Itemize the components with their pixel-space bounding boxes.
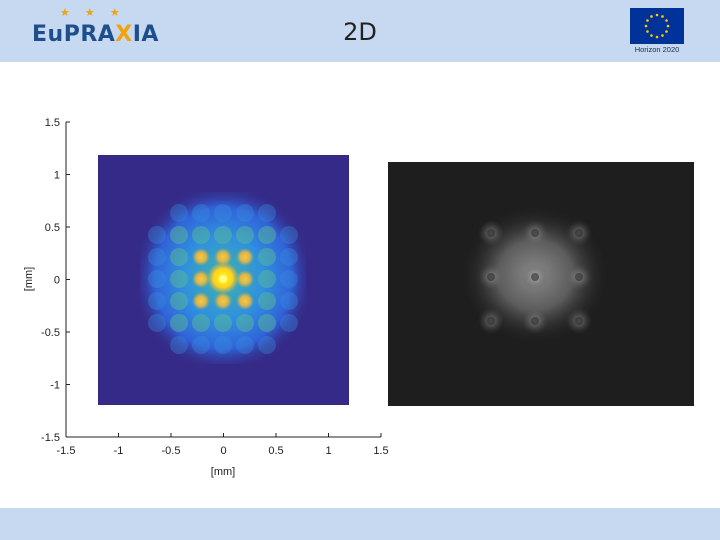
y-tick-label: -1 xyxy=(50,380,60,392)
footer-band xyxy=(0,508,720,540)
x-tick-label: 0.5 xyxy=(268,445,283,457)
x-tick-label: 1.5 xyxy=(373,445,388,457)
y-tick-label: 0.5 xyxy=(45,222,60,234)
x-tick-label: 0 xyxy=(220,445,226,457)
x-tick-label: -1 xyxy=(114,445,124,457)
y-tick-label: 1.5 xyxy=(45,117,60,129)
y-axis-label: [mm] xyxy=(23,267,35,291)
x-tick-label: 1 xyxy=(325,445,331,457)
x-axis-label: [mm] xyxy=(211,466,235,478)
y-tick-label: -1.5 xyxy=(41,432,60,444)
y-tick-label: 1 xyxy=(54,170,60,182)
horizon-2020-caption: Horizon 2020 xyxy=(634,45,680,54)
y-tick-label: 0 xyxy=(54,275,60,287)
eu-flag-icon xyxy=(630,8,684,44)
eupraxia-logo: ★ ★ ★ EuPRAXIA xyxy=(30,6,160,56)
camera-image xyxy=(388,162,694,406)
header-band xyxy=(0,0,720,62)
beam-heatmap xyxy=(98,155,349,405)
y-tick-label: -0.5 xyxy=(41,327,60,339)
x-tick-label: -1.5 xyxy=(57,445,76,457)
slide-title: 2D xyxy=(343,18,377,46)
plot-axes: -1.5 -1 -0.5 0 0.5 1 1.5 1.5 1 0.5 0 -0.5 -1 -1.5 xyxy=(41,117,389,457)
logo-wordmark: EuPRAXIA xyxy=(32,22,159,47)
x-tick-label: -0.5 xyxy=(162,445,181,457)
logo-stars: ★ ★ ★ xyxy=(60,7,126,19)
